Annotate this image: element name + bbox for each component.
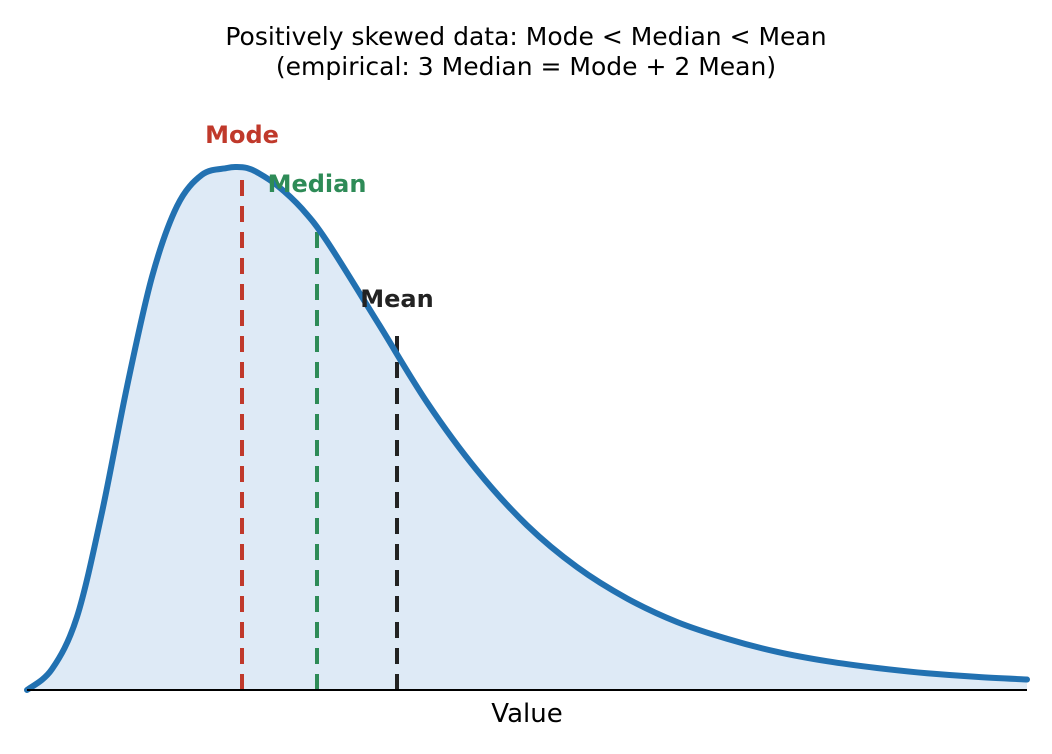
marker-label-median: Median xyxy=(268,170,367,198)
marker-label-mean: Mean xyxy=(360,285,433,313)
marker-label-mode: Mode xyxy=(205,121,279,149)
density-fill-area xyxy=(27,166,1027,690)
chart-title: Positively skewed data: Mode < Median < … xyxy=(225,22,827,51)
x-axis-label: Value xyxy=(491,699,562,729)
chart-subtitle: (empirical: 3 Median = Mode + 2 Mean) xyxy=(275,52,777,81)
density-curve-line xyxy=(24,163,1030,693)
